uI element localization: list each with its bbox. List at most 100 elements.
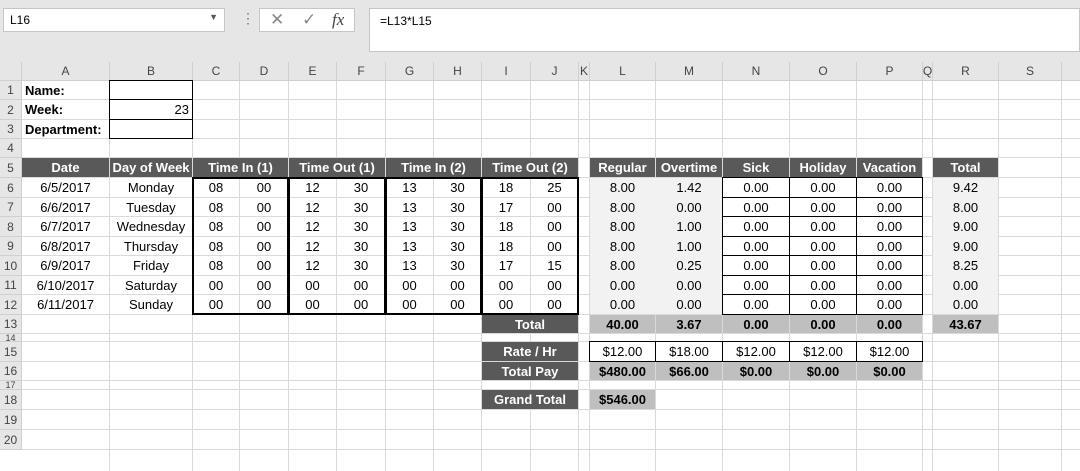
- row-header[interactable]: 8: [0, 217, 22, 237]
- cell-o5[interactable]: Holiday: [790, 158, 856, 177]
- cell-p11[interactable]: 0.00: [876, 277, 903, 293]
- row-header[interactable]: 12: [0, 295, 22, 315]
- cell-b2[interactable]: 23: [174, 102, 189, 117]
- column-header[interactable]: J: [531, 62, 579, 81]
- column-header[interactable]: E: [289, 62, 337, 81]
- cell-m6[interactable]: 1.42: [656, 178, 722, 197]
- name-box[interactable]: L16 ▼: [3, 8, 225, 32]
- cell-a2[interactable]: Week:: [25, 102, 64, 117]
- cell-f11[interactable]: 00: [353, 277, 369, 293]
- cell-n10[interactable]: 0.00: [743, 258, 769, 273]
- cell-f8[interactable]: 30: [353, 219, 369, 234]
- cell-p15[interactable]: $12.00: [869, 344, 910, 359]
- column-header[interactable]: R: [933, 62, 999, 81]
- cell-i15-j15[interactable]: Rate / Hr: [482, 342, 578, 361]
- cell-a3[interactable]: Department:: [25, 121, 102, 137]
- cell-m13[interactable]: 3.67: [656, 315, 722, 333]
- cell-j10[interactable]: 15: [547, 258, 562, 273]
- cell-m12[interactable]: 0.00: [656, 295, 722, 314]
- cell-r5[interactable]: Total: [933, 158, 998, 177]
- cell-r8[interactable]: 9.00: [933, 217, 998, 236]
- cell-j7[interactable]: 00: [547, 199, 562, 215]
- cell-c12[interactable]: 00: [208, 297, 224, 312]
- cell-d12[interactable]: 00: [256, 297, 272, 312]
- cell-r12[interactable]: 0.00: [933, 295, 998, 314]
- cell-i18-j18[interactable]: Grand Total: [482, 390, 578, 409]
- cell-a7[interactable]: 6/6/2017: [40, 199, 91, 215]
- chevron-down-icon[interactable]: ▼: [209, 12, 218, 22]
- cell-i16-j16[interactable]: Total Pay: [482, 362, 578, 380]
- cell-o16[interactable]: $0.00: [790, 362, 856, 380]
- cell-c7[interactable]: 08: [208, 199, 224, 215]
- cell-h7[interactable]: 30: [450, 199, 465, 215]
- cell-d10[interactable]: 00: [256, 258, 272, 273]
- cell-f12[interactable]: 00: [353, 297, 369, 312]
- row-header[interactable]: 15: [0, 342, 22, 362]
- cell-d8[interactable]: 00: [256, 219, 272, 234]
- cell-g7[interactable]: 13: [402, 199, 417, 215]
- cell-p7[interactable]: 0.00: [876, 199, 903, 215]
- cell-p8[interactable]: 0.00: [876, 219, 903, 234]
- cell-o8[interactable]: 0.00: [810, 219, 836, 234]
- row-header[interactable]: 2: [0, 100, 22, 120]
- row-header[interactable]: 9: [0, 237, 22, 256]
- cell-h6[interactable]: 30: [450, 180, 465, 195]
- row-header[interactable]: 14: [0, 333, 22, 343]
- cell-j9[interactable]: 00: [547, 238, 562, 254]
- row-header[interactable]: 20: [0, 430, 22, 450]
- row-header[interactable]: 1: [0, 81, 22, 100]
- cell-n8[interactable]: 0.00: [743, 219, 769, 234]
- cell-b9[interactable]: Thursday: [123, 238, 179, 254]
- row-header[interactable]: 6: [0, 178, 22, 198]
- cell-f7[interactable]: 30: [353, 199, 369, 215]
- cell-l10[interactable]: 8.00: [590, 256, 655, 275]
- cell-h11[interactable]: 00: [450, 277, 465, 293]
- cell-d9[interactable]: 00: [256, 238, 272, 254]
- cell-l15[interactable]: $12.00: [602, 344, 643, 359]
- cell-f9[interactable]: 30: [353, 238, 369, 254]
- column-header[interactable]: G: [386, 62, 434, 81]
- row-header[interactable]: 4: [0, 139, 22, 158]
- cell-j8[interactable]: 00: [547, 219, 562, 234]
- cell-g8[interactable]: 13: [402, 219, 417, 234]
- cell-l6[interactable]: 8.00: [590, 178, 655, 197]
- cell-n13[interactable]: 0.00: [723, 315, 789, 333]
- cell-p5[interactable]: Vacation: [857, 158, 922, 177]
- cell-p13[interactable]: 0.00: [857, 315, 922, 333]
- cell-b12[interactable]: Sunday: [128, 297, 174, 312]
- cell-g12[interactable]: 00: [402, 297, 417, 312]
- column-header[interactable]: S: [999, 62, 1062, 81]
- spreadsheet-grid[interactable]: A B C D E F G H I J K L M N O P Q R S 1 2 3 4 5 6 7 8 9 10 11 12 13 14 15…: [0, 62, 1080, 471]
- cell-g6[interactable]: 13: [402, 180, 417, 195]
- cell-c5-d5[interactable]: Time In (1): [193, 158, 288, 177]
- formula-bar[interactable]: =L13*L15: [369, 8, 1080, 52]
- cell-l9[interactable]: 8.00: [590, 237, 655, 255]
- cell-m5[interactable]: Overtime: [656, 158, 722, 177]
- cell-m9[interactable]: 1.00: [656, 237, 722, 255]
- row-header[interactable]: 17: [0, 380, 22, 390]
- cell-l13[interactable]: 40.00: [590, 315, 655, 333]
- cell-r7[interactable]: 8.00: [933, 198, 998, 216]
- cell-e10[interactable]: 12: [305, 258, 320, 273]
- cell-b6[interactable]: Monday: [127, 180, 175, 195]
- cell-n15[interactable]: $12.00: [736, 344, 776, 359]
- cell-n9[interactable]: 0.00: [743, 238, 769, 254]
- cancel-icon[interactable]: ✕: [270, 10, 285, 29]
- cell-i9[interactable]: 18: [498, 238, 514, 254]
- cell-e6[interactable]: 12: [305, 180, 320, 195]
- cell-a5[interactable]: Date: [22, 158, 109, 177]
- cell-a12[interactable]: 6/11/2017: [37, 297, 94, 312]
- cell-f10[interactable]: 30: [353, 258, 369, 273]
- cell-a6[interactable]: 6/5/2017: [40, 180, 91, 195]
- cell-m15[interactable]: $18.00: [669, 344, 709, 359]
- cell-g11[interactable]: 00: [402, 277, 417, 293]
- cell-c8[interactable]: 08: [208, 219, 224, 234]
- cell-o11[interactable]: 0.00: [810, 277, 836, 293]
- cell-o13[interactable]: 0.00: [790, 315, 856, 333]
- column-header[interactable]: L: [590, 62, 656, 81]
- more-icon[interactable]: ⋮: [241, 10, 255, 26]
- cell-l11[interactable]: 0.00: [590, 276, 655, 294]
- cell-a8[interactable]: 6/7/2017: [40, 219, 91, 234]
- cell-a1[interactable]: Name:: [25, 82, 65, 98]
- cell-n11[interactable]: 0.00: [743, 277, 769, 293]
